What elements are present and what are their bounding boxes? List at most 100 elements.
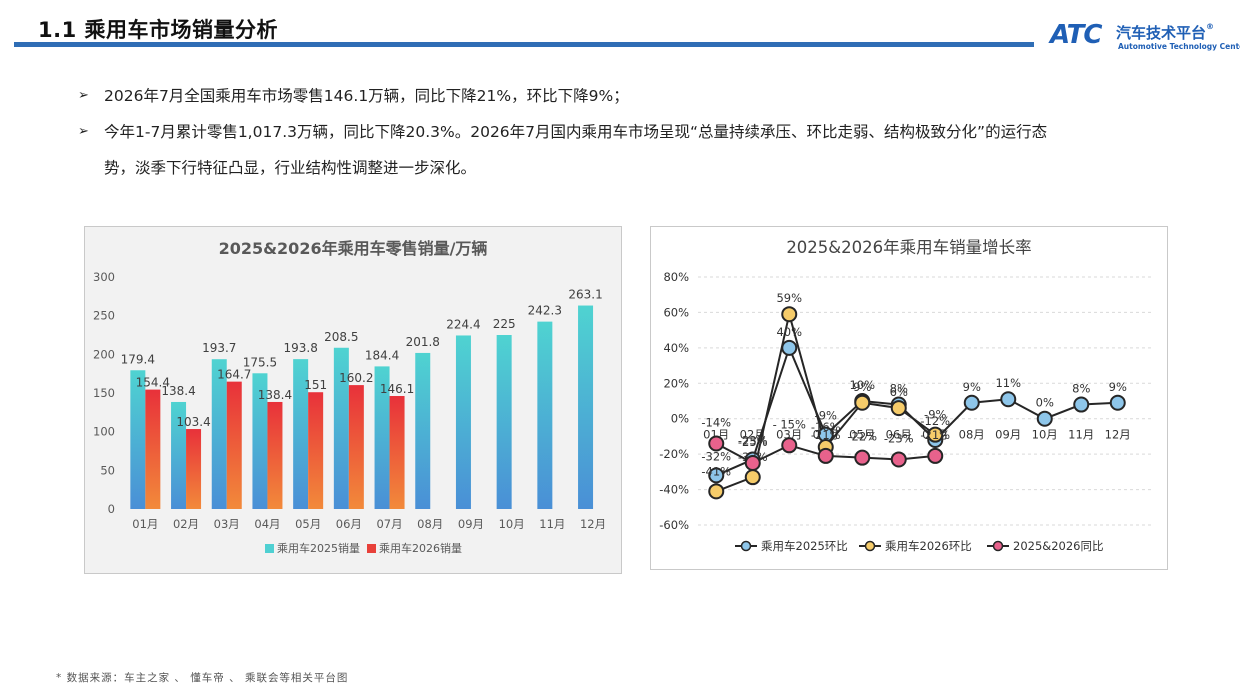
x-tick-label: 10月 (1032, 428, 1058, 442)
x-tick-label: 10月 (499, 517, 525, 531)
data-point (781, 306, 798, 323)
data-point (927, 426, 944, 443)
data-label: 9% (853, 380, 871, 394)
data-point (744, 455, 761, 471)
bar-value-label: 160.2 (339, 371, 373, 385)
bar-2026 (226, 381, 242, 509)
legend-label: 2025&2026同比 (1013, 539, 1104, 553)
bar-2026 (186, 429, 202, 509)
legend-swatch (265, 544, 274, 553)
data-label: -21% (920, 428, 950, 442)
y-tick-label: 200 (93, 347, 115, 361)
bar-value-label: 103.4 (176, 415, 210, 429)
bar-2025 (374, 366, 390, 509)
logo-english-name: Automotive Technology Center (1118, 42, 1240, 51)
line-chart-title: 2025&2026年乘用车销量增长率 (786, 238, 1031, 257)
bar-2025 (293, 359, 309, 509)
y-tick-label: 40% (663, 341, 689, 355)
bar-value-label: 179.4 (121, 352, 155, 366)
y-tick-label: 250 (93, 309, 115, 323)
y-tick-label: 0% (671, 412, 689, 426)
bar-value-label: 224.4 (446, 317, 480, 331)
bar-2025 (171, 401, 187, 509)
data-label: -23% (738, 433, 768, 447)
data-point (708, 467, 725, 484)
x-tick-label: 08月 (417, 517, 443, 531)
data-point (1073, 396, 1090, 413)
data-point (744, 469, 761, 486)
data-label: -12% (920, 414, 950, 428)
x-tick-label: 06月 (336, 517, 362, 531)
bar-2026 (145, 389, 161, 509)
legend-marker (992, 540, 1004, 552)
bar-2025 (455, 335, 471, 509)
y-tick-label: -40% (659, 483, 689, 497)
page-title: 1.1 乘用车市场销量分析 (38, 18, 279, 42)
data-label: 9% (1109, 380, 1127, 394)
x-tick-label: 05月 (295, 517, 321, 531)
x-tick-label: 09月 (458, 517, 484, 531)
arrow-bullet-icon: ➢ (78, 124, 89, 139)
data-point (854, 394, 871, 411)
x-tick-label: 09月 (995, 428, 1021, 442)
bar-value-label: 154.4 (136, 376, 170, 390)
arrow-bullet-icon: ➢ (78, 88, 89, 103)
data-point (1000, 391, 1017, 408)
x-tick-label: 07月 (376, 517, 402, 531)
y-tick-label: 50 (100, 463, 115, 477)
data-label: 8% (890, 382, 908, 396)
bar-value-label: 146.1 (380, 382, 414, 396)
data-label: 59% (776, 291, 802, 305)
bar-value-label: 138.4 (161, 384, 195, 398)
data-point (708, 435, 725, 452)
registered-mark: ® (1206, 22, 1215, 31)
bullet-text-continued: 势，淡季下行特征凸显，行业结构性调整进一步深化。 (104, 159, 477, 177)
x-tick-label: 02月 (173, 517, 199, 531)
data-label: -9% (815, 409, 837, 423)
logo-cn-text: 汽车技术平台 (1116, 24, 1207, 42)
logo-mark: ATC (1050, 20, 1102, 50)
title-underline (14, 42, 1034, 47)
header: 1.1 乘用车市场销量分析 ATC 汽车技术平台® Automotive Tec… (0, 0, 1240, 51)
bullet-item: ➢ 2026年7月全国乘用车市场零售146.1万辆，同比下降21%，环比下降9%… (78, 78, 1178, 114)
bar-2025 (415, 352, 431, 509)
data-point (890, 400, 907, 417)
legend-label: 乘用车2025销量 (277, 541, 360, 555)
bar-2025 (496, 335, 512, 509)
data-label: - 15% (773, 417, 806, 431)
bullet-item: ➢ 今年1-7月累计零售1,017.3万辆，同比下降20.3%。2026年7月国… (78, 114, 1178, 186)
data-label: -41% (701, 464, 731, 478)
sales-bar-chart: 2025&2026年乘用车零售销量/万辆 0 50 100 150 200 250 300 0… (93, 239, 606, 555)
bar-value-label: 242.3 (528, 304, 562, 318)
data-label: 11% (995, 376, 1021, 390)
bar-2025 (130, 370, 146, 509)
bar-value-label: 225 (493, 317, 516, 331)
y-tick-label: 20% (663, 376, 689, 390)
data-point (708, 483, 725, 500)
data-label: 0% (1036, 396, 1054, 410)
data-label: -23% (884, 431, 914, 445)
legend-label: 乘用车2026环比 (885, 539, 972, 553)
bar-value-label: 208.5 (324, 330, 358, 344)
bar-2026 (308, 392, 324, 509)
bar-2026 (389, 396, 405, 509)
legend-label: 乘用车2025环比 (761, 539, 848, 553)
x-tick-label: 08月 (959, 428, 985, 442)
bar-value-label: 184.4 (365, 348, 399, 362)
data-label: 40% (776, 325, 802, 339)
legend-marker (740, 540, 752, 552)
data-label: 8% (1072, 382, 1090, 396)
x-tick-label: 01月 (132, 517, 158, 531)
bar-value-label: 263.1 (568, 288, 602, 302)
bar-value-label: 164.7 (217, 368, 251, 382)
data-label: -9% (924, 408, 946, 422)
x-tick-label: 11月 (539, 517, 565, 531)
bar-2025 (252, 373, 268, 509)
bar-2025 (578, 305, 594, 509)
bar-2025 (537, 321, 553, 509)
legend-marker (864, 540, 876, 552)
x-tick-label: 12月 (1105, 428, 1131, 442)
x-tick-label: 06月 (886, 428, 912, 442)
bar-2025 (333, 347, 349, 509)
bar-value-label: 138.4 (258, 388, 292, 402)
